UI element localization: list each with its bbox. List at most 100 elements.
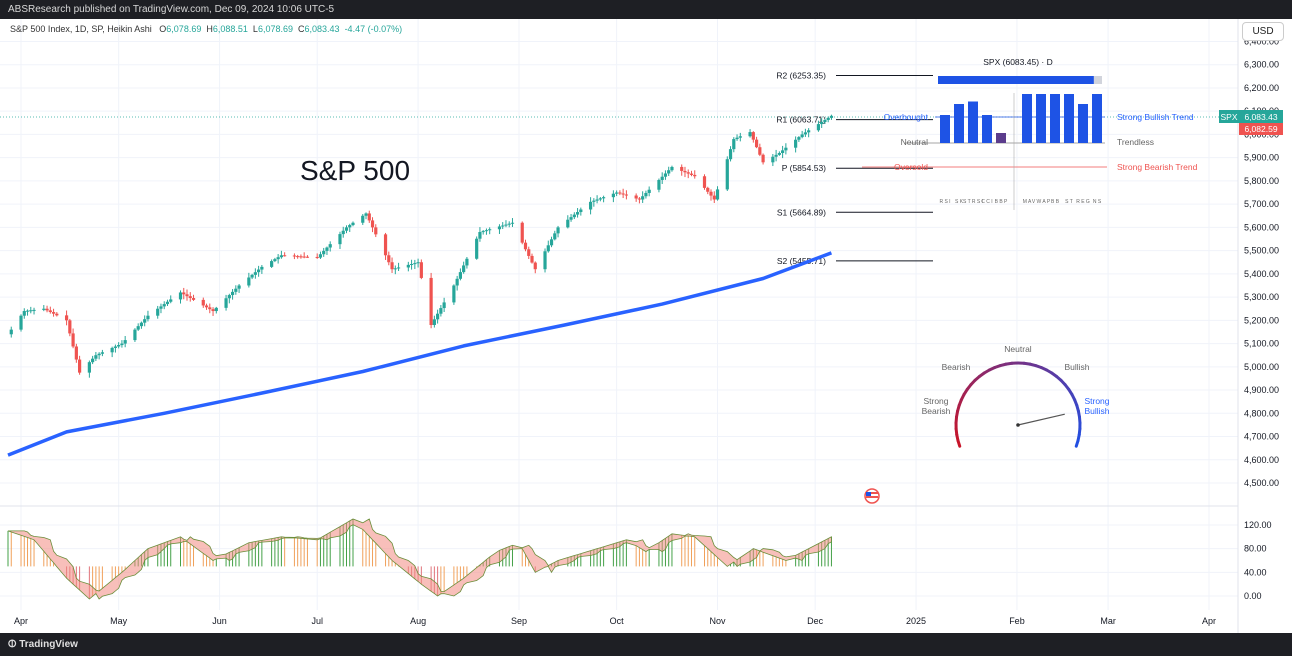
candle-body [419,262,423,278]
candle-body [556,227,560,234]
currency-button[interactable]: USD [1242,22,1284,41]
candle-body [227,295,231,299]
y-tick-label: 4,700.00 [1244,432,1279,442]
indicator-bar [1064,94,1074,143]
us-flag-icon[interactable] [864,488,880,504]
candle-body [689,173,694,175]
candle-body [644,192,648,197]
indicator-label: R E G [1076,199,1090,205]
x-tick-label: Sep [511,616,527,626]
candle-body [816,124,821,131]
candle-body [230,291,235,296]
close-value: 6,083.43 [304,24,340,34]
candle-body [800,134,804,138]
candle-body [777,153,781,155]
candle-body [670,166,674,171]
candle-body [413,263,417,265]
prev-price-tag-bg [1239,123,1283,135]
candle-body [712,195,716,200]
osc-y-tick-label: 80.00 [1244,544,1267,554]
candle-body [823,119,827,123]
candle-body [794,139,798,148]
candle-body [510,222,515,224]
tradingview-logo[interactable]: 🜕 TradingView [8,633,78,656]
footer-bar: 🜕 TradingView [0,633,1292,656]
gauge-arc-segment [1074,439,1080,448]
candle-body [64,315,69,321]
candle-body [191,298,196,300]
candle-body [488,229,492,231]
x-tick-label: Apr [14,616,28,626]
candle-body [462,265,466,273]
candle-body [602,197,606,199]
gauge-label: Bullish [1084,406,1109,416]
y-tick-label: 4,500.00 [1244,478,1279,488]
dashboard-zone-label: Trendless [1117,137,1154,147]
candle-body [344,227,349,231]
candle-body [553,233,557,240]
candle-body [527,249,531,256]
x-tick-label: Dec [807,616,824,626]
x-tick-label: Aug [410,616,426,626]
chart-title: S&P 500 [300,155,410,186]
x-tick-label: Oct [610,616,625,626]
candle-body [781,150,785,154]
candle-body [543,251,547,270]
candle-body [455,278,459,286]
indicator-label: R S I [939,199,950,205]
candle-body [758,147,762,155]
candle-body [611,193,615,198]
candle-body [123,340,127,344]
candle-body [458,272,463,279]
candle-body [370,220,375,228]
candle-body [361,215,365,223]
dashboard-zone-label: Strong Bullish Trend [1117,112,1194,122]
x-tick-label: Apr [1202,616,1216,626]
indicator-bar [1050,94,1060,143]
pivot-label: S2 (5455.71) [777,256,826,266]
candle-body [706,187,710,192]
candle-body [328,244,332,248]
y-tick-label: 5,400.00 [1244,269,1279,279]
y-tick-label: 5,700.00 [1244,199,1279,209]
last-price-tag-bg [1239,110,1283,123]
candle-body [572,214,576,218]
change-value: -4.47 (-0.07%) [344,24,403,34]
candle-body [588,201,593,210]
y-tick-label: 5,800.00 [1244,176,1279,186]
candle-body [390,262,394,270]
candle-body [247,277,251,286]
candle-body [732,139,736,150]
candle-body [110,347,114,353]
low-value: 6,078.69 [257,24,293,34]
candle-body [595,199,599,201]
candle-body [162,304,166,307]
chart-frame[interactable] [0,19,1292,633]
candle-body [276,257,280,260]
candle-body [182,292,186,295]
indicator-bar [1078,104,1088,143]
indicator-bar [996,133,1006,143]
candle-body [504,224,508,226]
candle-body [143,319,147,323]
low-label: L [252,24,258,34]
symbol-legend: S&P 500 Index, 1D, SP, Heikin Ashi O6,07… [10,24,402,34]
candle-body [575,212,580,215]
candle-body [728,149,733,160]
candle-body [204,305,209,308]
gauge-hub [1016,423,1020,427]
candle-body [820,122,824,125]
candle-body [237,285,241,289]
candle-body [224,298,228,308]
candle-body [113,346,118,348]
candle-body [185,294,189,297]
dashboard-zone-label: Neutral [901,137,929,147]
candle-body [396,267,401,269]
candle-body [641,196,645,200]
indicator-label: S T [1065,199,1073,205]
candle-body [139,322,144,327]
y-tick-label: 4,900.00 [1244,385,1279,395]
candle-body [208,307,212,310]
gauge-label: Bearish [942,362,971,372]
